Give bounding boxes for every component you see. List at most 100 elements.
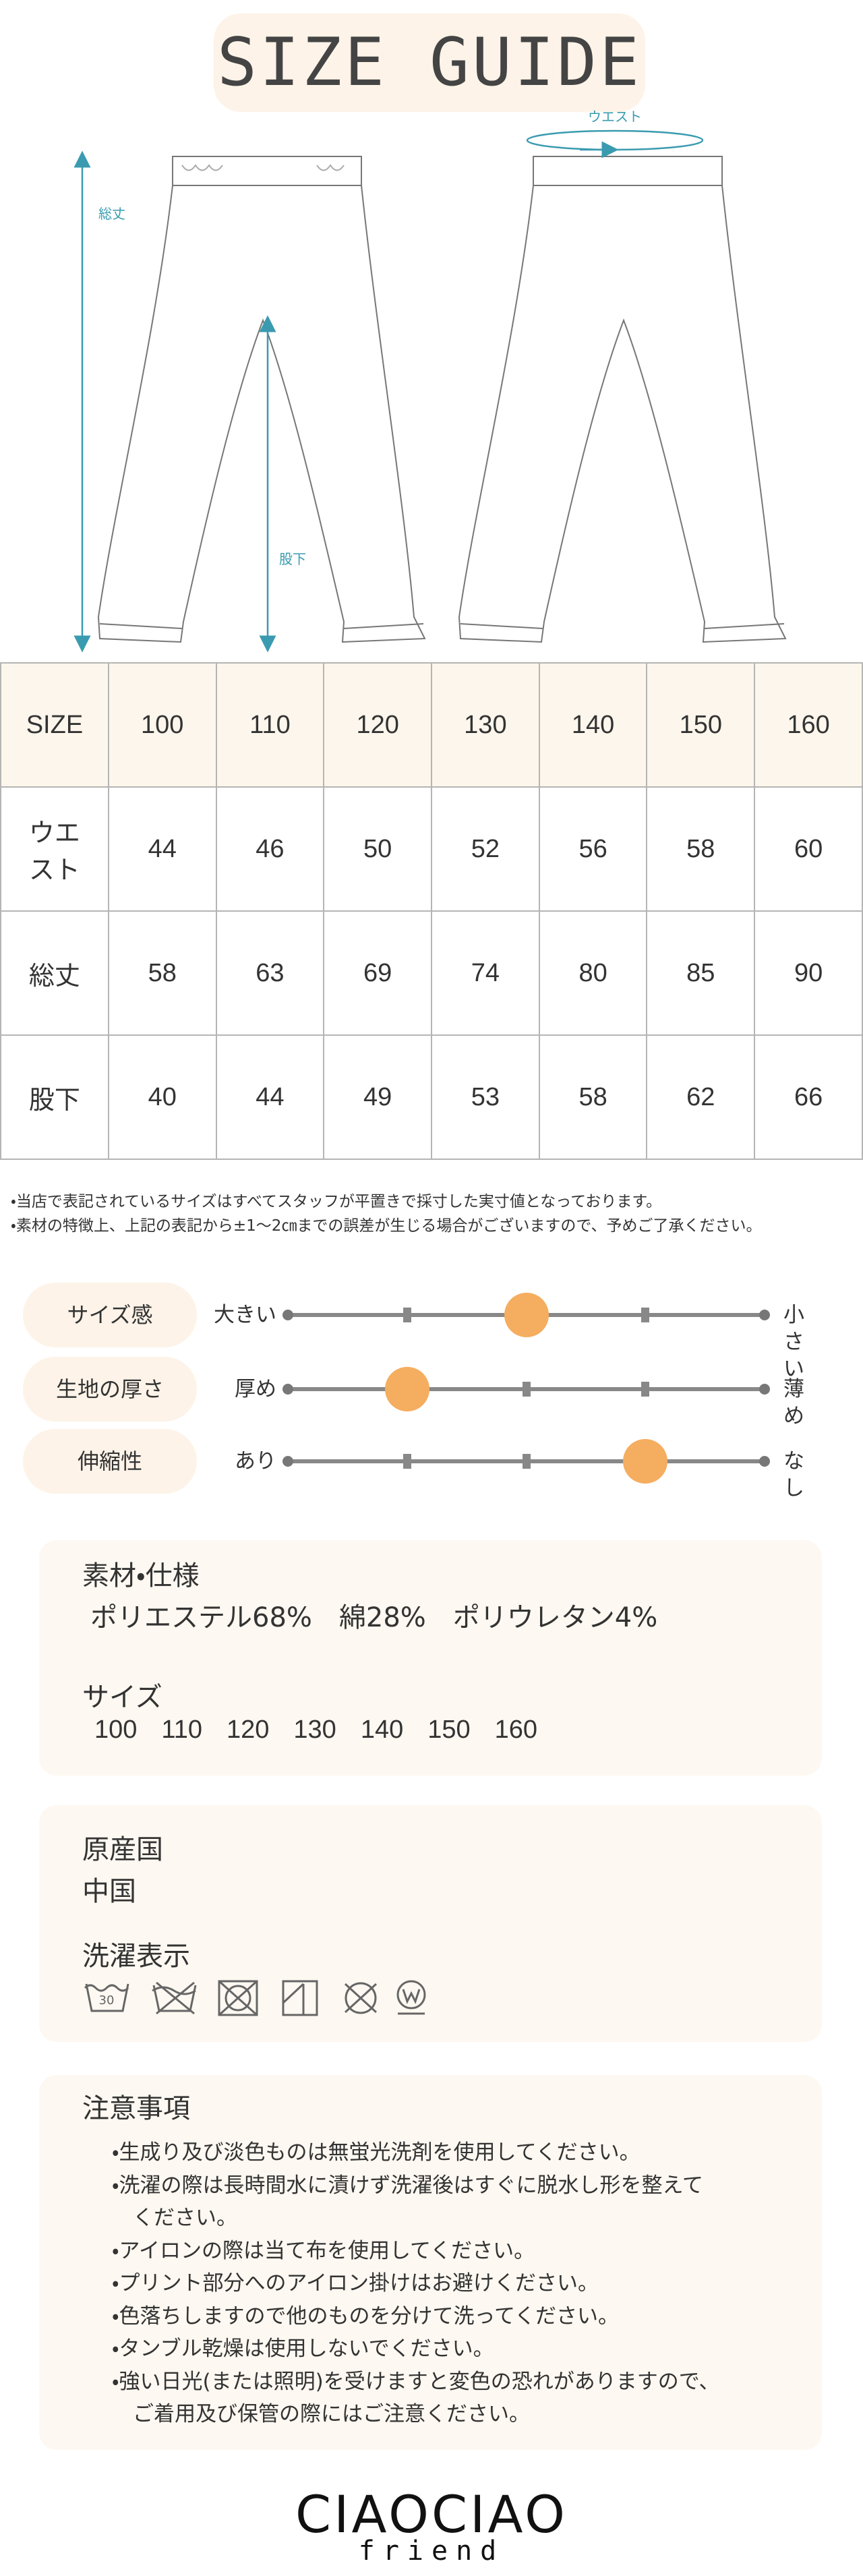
caution-list: ・生成り及び淡色ものは無蛍光洗剤を使用してください。・洗濯の際は長時間水に漬けず… [112,2136,720,2431]
wash-icon [84,1983,129,2012]
value-cell: 49 [323,1034,433,1160]
size-item: 120 [227,1716,270,1744]
caution-line: ください。 [112,2206,237,2230]
fit-tick [641,1382,650,1397]
caution-line: ・アイロンの際は当て布を使用してください。 [112,2238,535,2263]
value-cell: 58 [646,786,756,912]
fit-end-dot [282,1456,293,1467]
care-title: 洗濯表示 [82,1941,190,1972]
material-title: 素材・仕様 [82,1560,200,1591]
table-row: 総丈 58 63 69 74 80 85 90 [0,910,863,1036]
value-cell: 56 [538,786,648,912]
caution-line: ・生成り及び淡色ものは無蛍光洗剤を使用してください。 [112,2140,641,2165]
sizes-list: 100 110 120 130 140 150 160 [94,1716,537,1745]
row-label: 総丈 [0,910,109,1036]
header-cell: 110 [215,662,325,788]
value-cell: 85 [646,910,756,1036]
no-dryclean-icon [344,1982,378,2014]
fit-tick [522,1382,531,1397]
fit-label: サイズ感 [23,1283,197,1347]
caution-title: 注意事項 [82,2093,190,2124]
row-label: 股下 [0,1034,109,1160]
value-cell: 58 [107,910,217,1036]
pants-diagram: 総丈 股下 ウエスト [73,109,787,653]
fit-label: 伸縮性 [23,1429,197,1494]
fit-right-label: なし [783,1449,804,1500]
value-cell: 44 [107,786,217,912]
fit-left-label: 大きい [214,1303,276,1327]
value-cell: 60 [754,786,863,912]
title: SIZE GUIDE [216,24,642,101]
material-text: ポリエステル68% 綿28% ポリウレタン4% [90,1602,658,1633]
waist-arrow [526,129,704,151]
caution-line: ・洗濯の際は長時間水に漬けず洗濯後はすぐに脱水し形を整えて [112,2173,703,2198]
value-cell: 50 [323,786,433,912]
fit-left-label: あり [235,1449,276,1473]
pants-front [97,156,426,643]
fit-left-label: 厚め [235,1377,276,1401]
value-cell: 74 [431,910,540,1036]
inseam-label: 股下 [279,551,306,567]
value-cell: 66 [754,1034,863,1160]
fit-tick [641,1308,650,1322]
no-wash-icon [152,1981,197,2015]
notes: ・当店で表記されているサイズはすべてスタッフが平置きで採寸した実寸値となっており… [11,1190,761,1238]
fit-end-dot [759,1384,770,1395]
waist-label: ウエスト [588,109,642,125]
header-cell: 120 [323,662,433,788]
fit-marker [504,1293,549,1337]
header-cell: 130 [431,662,540,788]
caution-line: ・タンブル乾燥は使用しないでください。 [112,2337,494,2361]
size-table: SIZE 100 110 120 130 140 150 160 ウエスト 44 46 50 52 56 5… [0,662,863,1160]
header-cell: 150 [646,662,756,788]
caution-line: ご着用及び保管の際にはご注意ください。 [112,2402,530,2426]
fit-right-label: 薄め [783,1377,804,1428]
care-icons: 30 [84,1980,426,2016]
row-label: ウエスト [0,786,109,912]
value-cell: 52 [431,786,540,912]
material-box [39,1540,822,1776]
origin-title: 原産国 [82,1834,163,1865]
logo-brand: CIAOCIAO [295,2484,568,2544]
note: ・当店で表記されているサイズはすべてスタッフが平置きで採寸した実寸値となっており… [11,1193,662,1210]
sizes-title: サイズ [82,1682,162,1713]
fit-end-dot [282,1310,293,1320]
wet-clean-icon [396,1980,426,2015]
dry-icon [282,1980,318,2016]
value-cell: 63 [215,910,325,1036]
size-item: 150 [427,1716,471,1744]
caution-box [39,2075,822,2450]
fit-marker [384,1367,429,1411]
size-item: 130 [293,1716,336,1744]
value-cell: 62 [646,1034,756,1160]
fit-tick [403,1308,411,1322]
value-cell: 46 [215,786,325,912]
title-box [214,13,645,112]
size-item: 110 [161,1716,202,1744]
value-cell: 44 [215,1034,325,1160]
caution-line: ・色落ちしますので他のものを分けて洗ってください。 [112,2304,620,2329]
value-cell: 40 [107,1034,217,1160]
table-header-row: SIZE 100 110 120 130 140 150 160 [0,662,863,788]
size-item: 160 [494,1716,538,1744]
wash-temp: 30 [99,1993,115,2008]
value-cell: 90 [754,910,863,1036]
value-cell: 80 [538,910,648,1036]
table-row: 股下 40 44 49 53 58 62 66 [0,1034,863,1160]
value-cell: 58 [538,1034,648,1160]
caution-line: ・強い日光(または照明)を受けますと変色の恐れがありますので、 [112,2369,720,2394]
fit-marker [623,1439,668,1484]
table-row: ウエスト 44 46 50 52 56 58 60 [0,786,863,912]
fit-label: 生地の厚さ [23,1357,197,1422]
fit-end-dot [282,1384,293,1395]
origin-value: 中国 [82,1876,136,1907]
fit-end-dot [759,1310,770,1320]
fit-end-dot [759,1456,770,1467]
header-cell: 160 [754,662,863,788]
value-cell: 53 [431,1034,540,1160]
header-cell: SIZE [0,662,109,788]
size-item: 100 [94,1716,138,1744]
caution-line: ・プリント部分へのアイロン掛けはお避けください。 [112,2271,599,2295]
no-tumble-icon [218,1980,258,2016]
